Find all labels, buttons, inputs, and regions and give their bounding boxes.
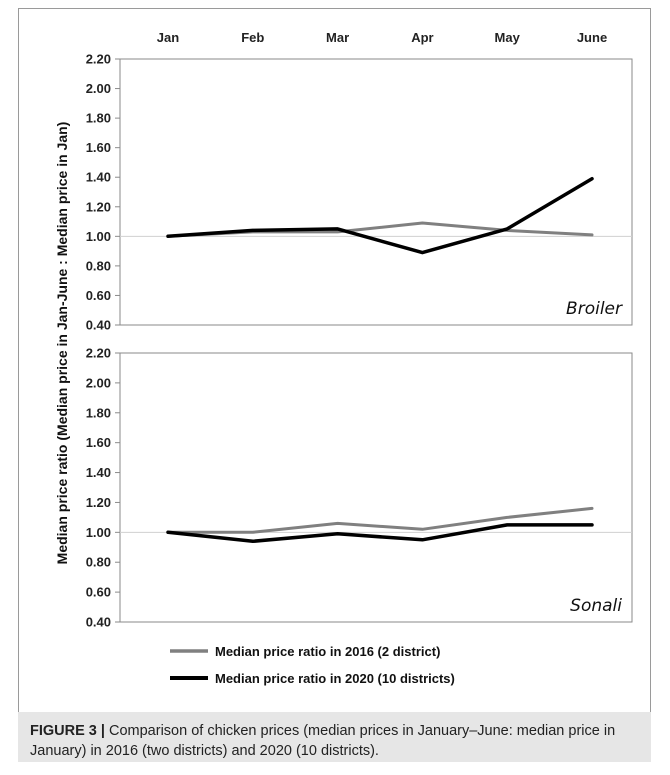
y-tick-label: 1.00 <box>86 525 111 540</box>
data-point <box>336 231 339 233</box>
data-point <box>167 235 169 238</box>
y-axis-label: Median price ratio (Median price in Jan-… <box>54 122 70 565</box>
y-tick-label: 2.00 <box>86 81 111 96</box>
y-tick-label: 0.80 <box>86 555 111 570</box>
data-point <box>252 540 254 543</box>
series-line-2020 <box>166 523 594 544</box>
x-tick-label: Feb <box>241 30 264 45</box>
y-tick-label: 1.80 <box>86 405 111 420</box>
y-tick-label: 1.60 <box>86 435 111 450</box>
data-point <box>421 539 424 541</box>
caption-text: Comparison of chicken prices (median pri… <box>30 723 616 759</box>
data-point <box>421 251 424 254</box>
data-point <box>506 516 509 519</box>
x-axis-categories: Jan Feb Mar Apr May June <box>157 30 607 45</box>
y-tick-label: 1.60 <box>86 140 111 155</box>
y-tick-label: 1.20 <box>86 495 111 510</box>
x-tick-label: Mar <box>326 30 349 45</box>
y-tick-label: 1.00 <box>86 229 111 244</box>
caption-label: FIGURE 3 | <box>30 723 105 739</box>
data-point <box>591 177 593 180</box>
y-tick-label: 0.60 <box>86 288 111 303</box>
data-point <box>252 229 254 232</box>
data-point <box>252 531 254 534</box>
data-point <box>336 228 339 230</box>
y-tick-label: 2.20 <box>86 346 111 361</box>
x-tick-label: May <box>495 30 521 45</box>
x-tick-label: June <box>577 30 607 45</box>
sonali-panel: 0.40 0.60 0.80 1.00 1.20 1.40 1.60 1.80 2.00 2.20… <box>86 346 633 630</box>
panel-label: Sonali <box>570 596 622 616</box>
data-point <box>506 524 509 526</box>
data-point <box>336 533 339 535</box>
data-point <box>421 222 424 224</box>
data-point <box>506 228 509 230</box>
y-tick-label: 2.20 <box>86 52 111 67</box>
data-point <box>421 528 424 531</box>
legend-label: Median price ratio in 2020 (10 districts… <box>215 671 455 686</box>
y-tick-label: 0.40 <box>86 615 111 630</box>
series-line-2016 <box>166 221 594 238</box>
y-tick-label: 1.80 <box>86 111 111 126</box>
chart: Jan Feb Mar Apr May June 0.40 0.60 0.80 1.00 1.20… <box>54 30 633 686</box>
x-tick-label: Apr <box>411 30 433 45</box>
figure-caption: FIGURE 3 | Comparison of chicken prices … <box>18 712 651 762</box>
series-line-2016 <box>166 506 594 534</box>
data-point <box>167 531 169 534</box>
y-tick-label: 1.20 <box>86 199 111 214</box>
y-tick-label: 1.40 <box>86 170 111 185</box>
data-point <box>336 522 339 525</box>
y-tick-label: 0.40 <box>86 318 111 333</box>
y-tick-label: 0.80 <box>86 258 111 273</box>
series-line-2020 <box>166 176 594 255</box>
data-point <box>591 524 593 526</box>
y-tick-label: 1.40 <box>86 465 111 480</box>
broiler-panel: 0.40 0.60 0.80 1.00 1.20 1.40 1.60 1.80 2.00 2.20… <box>86 52 633 333</box>
plot-area <box>119 352 633 623</box>
legend-label: Median price ratio in 2016 (2 district) <box>215 644 440 659</box>
y-tick-label: 2.00 <box>86 375 111 390</box>
legend: Median price ratio in 2016 (2 district) M… <box>170 644 455 686</box>
y-tick-label: 0.60 <box>86 585 111 600</box>
plot-area <box>119 58 633 326</box>
panel-label: Broiler <box>566 299 623 319</box>
data-point <box>591 234 593 236</box>
x-tick-label: Jan <box>157 30 179 45</box>
data-point <box>591 507 593 510</box>
